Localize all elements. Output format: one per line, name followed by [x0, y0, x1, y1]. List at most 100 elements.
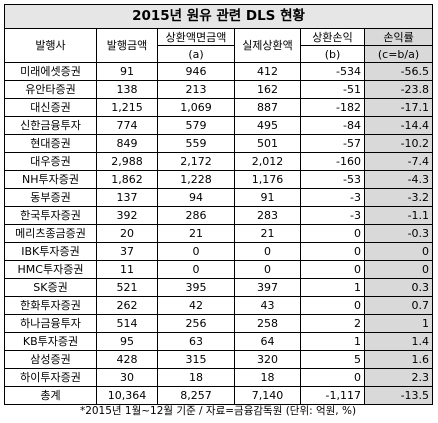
cell-redemption-face: 1,228 — [157, 170, 235, 189]
cell-loss-rate: -13.5 — [363, 386, 434, 405]
cell-actual-redemption: 2,012 — [234, 152, 301, 171]
table-row: 삼성증권 428 315 320 5 1.6 — [4, 350, 434, 369]
cell-pnl: -53 — [300, 170, 365, 189]
cell-issue-amount: 138 — [96, 80, 158, 99]
cell-company: 미래에셋증권 — [4, 62, 97, 81]
cell-actual-redemption: 18 — [234, 368, 301, 387]
cell-redemption-face: 0 — [157, 242, 235, 261]
cell-pnl: -3 — [300, 206, 365, 225]
cell-pnl: -1,117 — [300, 386, 365, 405]
cell-loss-rate: 0.3 — [363, 278, 434, 297]
cell-actual-redemption: 43 — [234, 296, 301, 315]
cell-loss-rate: -3.2 — [363, 188, 434, 207]
header-actual-redemption: 실제상환액 — [234, 28, 301, 63]
cell-company: 현대증권 — [4, 134, 97, 153]
header-redemption-face-sub: (a) — [157, 45, 235, 63]
header-loss-rate-sub: (c=b/a) — [363, 45, 434, 63]
cell-loss-rate: 1.4 — [363, 332, 434, 351]
cell-company: SK증권 — [4, 278, 97, 297]
cell-company: 하나금융투자 — [4, 314, 97, 333]
cell-issue-amount: 2,988 — [96, 152, 158, 171]
table-row: 신한금융투자 774 579 495 -84 -14.4 — [4, 116, 434, 135]
cell-actual-redemption: 397 — [234, 278, 301, 297]
cell-issue-amount: 392 — [96, 206, 158, 225]
cell-loss-rate: -4.3 — [363, 170, 434, 189]
cell-company: NH투자증권 — [4, 170, 97, 189]
cell-redemption-face: 94 — [157, 188, 235, 207]
cell-issue-amount: 37 — [96, 242, 158, 261]
cell-company: IBK투자증권 — [4, 242, 97, 261]
cell-redemption-face: 8,257 — [157, 386, 235, 405]
cell-redemption-face: 213 — [157, 80, 235, 99]
cell-actual-redemption: 320 — [234, 350, 301, 369]
table-row: 유안타증권 138 213 162 -51 -23.8 — [4, 80, 434, 99]
cell-redemption-face: 42 — [157, 296, 235, 315]
cell-company: 메리츠종금증권 — [4, 224, 97, 243]
cell-pnl: -51 — [300, 80, 365, 99]
header-issue-amount: 발행금액 — [96, 28, 158, 63]
table-row: 한국투자증권 392 286 283 -3 -1.1 — [4, 206, 434, 225]
cell-loss-rate: 2.3 — [363, 368, 434, 387]
cell-redemption-face: 315 — [157, 350, 235, 369]
cell-issue-amount: 521 — [96, 278, 158, 297]
cell-issue-amount: 262 — [96, 296, 158, 315]
cell-pnl: 0 — [300, 224, 365, 243]
cell-pnl: 5 — [300, 350, 365, 369]
cell-loss-rate: -7.4 — [363, 152, 434, 171]
cell-actual-redemption: 91 — [234, 188, 301, 207]
cell-company: 동부증권 — [4, 188, 97, 207]
cell-issue-amount: 95 — [96, 332, 158, 351]
cell-redemption-face: 0 — [157, 260, 235, 279]
cell-company: 한화투자증권 — [4, 296, 97, 315]
cell-redemption-face: 256 — [157, 314, 235, 333]
table-row: KB투자증권 95 63 64 1 1.4 — [4, 332, 434, 351]
cell-pnl: -57 — [300, 134, 365, 153]
table-row: 동부증권 137 94 91 -3 -3.2 — [4, 188, 434, 207]
cell-company: 유안타증권 — [4, 80, 97, 99]
cell-pnl: -3 — [300, 188, 365, 207]
cell-loss-rate: 0.7 — [363, 296, 434, 315]
cell-issue-amount: 1,215 — [96, 98, 158, 117]
cell-pnl: -534 — [300, 62, 365, 81]
cell-actual-redemption: 0 — [234, 260, 301, 279]
header-pnl: 상환손익 — [300, 28, 365, 46]
cell-pnl: 1 — [300, 332, 365, 351]
table-row: 대신증권 1,215 1,069 887 -182 -17.1 — [4, 98, 434, 117]
cell-redemption-face: 559 — [157, 134, 235, 153]
dls-table: 2015년 원유 관련 DLS 현황 발행사 발행금액 상환액면금액 실제상환액… — [3, 4, 434, 405]
table-title: 2015년 원유 관련 DLS 현황 — [3, 4, 434, 29]
cell-issue-amount: 137 — [96, 188, 158, 207]
cell-actual-redemption: 283 — [234, 206, 301, 225]
table-row: 한화투자증권 262 42 43 0 0.7 — [4, 296, 434, 315]
cell-company: KB투자증권 — [4, 332, 97, 351]
cell-loss-rate: 0 — [363, 242, 434, 261]
cell-redemption-face: 579 — [157, 116, 235, 135]
cell-actual-redemption: 258 — [234, 314, 301, 333]
cell-pnl: 2 — [300, 314, 365, 333]
cell-pnl: -160 — [300, 152, 365, 171]
footnote: *2015년 1월~12월 기준 / 자료=금융감독원 (단위: 억원, %) — [79, 405, 357, 417]
cell-pnl: 1 — [300, 278, 365, 297]
cell-issue-amount: 514 — [96, 314, 158, 333]
cell-pnl: 0 — [300, 296, 365, 315]
cell-actual-redemption: 0 — [234, 242, 301, 261]
cell-loss-rate: -14.4 — [363, 116, 434, 135]
table-row: 현대증권 849 559 501 -57 -10.2 — [4, 134, 434, 153]
cell-issue-amount: 774 — [96, 116, 158, 135]
cell-pnl: 0 — [300, 260, 365, 279]
table-row: 미래에셋증권 91 946 412 -534 -56.5 — [4, 62, 434, 81]
cell-company: 총계 — [4, 386, 97, 405]
cell-issue-amount: 30 — [96, 368, 158, 387]
table-row: 하나금융투자 514 256 258 2 1 — [4, 314, 434, 333]
cell-actual-redemption: 64 — [234, 332, 301, 351]
cell-issue-amount: 20 — [96, 224, 158, 243]
cell-company: 한국투자증권 — [4, 206, 97, 225]
table-row: IBK투자증권 37 0 0 0 0 — [4, 242, 434, 261]
header-company: 발행사 — [4, 28, 97, 63]
cell-company: 대신증권 — [4, 98, 97, 117]
cell-actual-redemption: 887 — [234, 98, 301, 117]
cell-company: 삼성증권 — [4, 350, 97, 369]
header-loss-rate: 손익률 — [363, 28, 434, 46]
table-row: HMC투자증권 11 0 0 0 0 — [4, 260, 434, 279]
cell-loss-rate: 1 — [363, 314, 434, 333]
